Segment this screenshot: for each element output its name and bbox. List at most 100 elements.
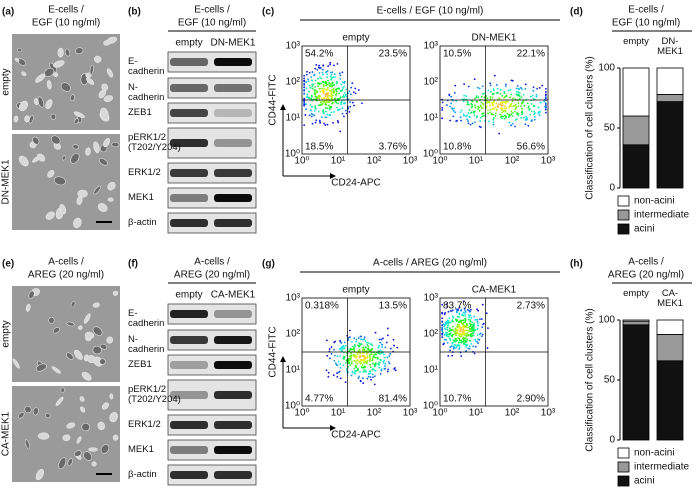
y-tick-label: 10⁰ [423, 149, 438, 160]
event-dot [336, 120, 339, 122]
event-dot [340, 346, 343, 349]
event-dot [515, 106, 517, 109]
event-dot [305, 108, 307, 110]
event-dot [326, 87, 329, 89]
chart-title: AREG (20 ng/ml) [608, 270, 684, 281]
blot-strip [167, 51, 257, 73]
cell [101, 402, 110, 410]
event-dot [330, 99, 332, 102]
legend-swatch [617, 209, 630, 221]
axis-arrow [282, 360, 332, 429]
event-dot [474, 329, 477, 331]
panel-title: EGF (10 ng/ml) [178, 18, 246, 29]
event-dot [441, 334, 444, 336]
event-dot [321, 100, 324, 103]
event-dot [307, 97, 310, 99]
event-dot [522, 99, 525, 102]
event-dot [325, 71, 327, 74]
cell [66, 422, 76, 429]
event-dot [345, 109, 347, 112]
cell [19, 100, 29, 112]
event-dot [315, 119, 318, 122]
event-dot [314, 95, 317, 98]
event-dot [510, 113, 513, 116]
event-dot [494, 74, 496, 77]
blot-strip [167, 187, 257, 209]
event-dot [448, 333, 451, 335]
event-dot [334, 340, 336, 343]
cell [79, 396, 85, 402]
event-dot [359, 370, 361, 373]
event-dot [321, 68, 324, 71]
micrograph [12, 286, 120, 382]
event-dot [393, 344, 395, 347]
event-dot [326, 70, 329, 72]
event-dot [481, 112, 483, 115]
event-dot [343, 347, 346, 350]
event-dot [333, 111, 335, 113]
event-dot [387, 368, 390, 371]
legend-label: acini [634, 476, 655, 487]
event-dot [343, 115, 345, 118]
event-dot [447, 335, 450, 338]
event-dot [307, 80, 310, 83]
event-dot [454, 337, 457, 340]
event-dot [303, 100, 306, 103]
event-dot [318, 64, 320, 67]
protein-label: β-actin [128, 217, 157, 228]
event-dot [455, 99, 458, 102]
event-dot [382, 361, 385, 364]
event-dot [316, 68, 319, 71]
cell [85, 147, 91, 156]
event-dot [515, 90, 518, 93]
event-dot [463, 307, 466, 310]
event-dot [472, 334, 475, 337]
event-dot [464, 339, 467, 342]
event-dot [492, 88, 495, 91]
protein-label: MEK1 [128, 444, 154, 455]
y-tick-label: 50 [604, 375, 616, 386]
event-dot [379, 372, 382, 375]
protein-label: ZEB1 [128, 359, 152, 370]
event-dot [518, 98, 521, 100]
event-dot [509, 89, 512, 91]
event-dot [309, 86, 312, 89]
event-dot [537, 112, 540, 115]
event-dot [327, 98, 330, 100]
y-tick-label: 10³ [424, 41, 439, 52]
panel-label: (d) [570, 7, 583, 18]
cell [107, 181, 116, 191]
cell [51, 135, 61, 145]
blot-band [170, 219, 208, 227]
event-dot [321, 71, 324, 74]
quadrant-percent: 10.8% [443, 142, 471, 153]
event-dot [451, 309, 454, 312]
event-dot [508, 104, 511, 107]
event-dot [516, 113, 518, 116]
event-dot [520, 116, 522, 119]
event-dot [317, 110, 320, 113]
event-dot [461, 319, 463, 322]
event-dot [311, 122, 314, 125]
event-dot [336, 106, 338, 109]
event-dot [331, 82, 334, 85]
event-dot [495, 102, 498, 105]
event-dot [303, 77, 306, 80]
event-dot [386, 370, 389, 373]
x-tick-label: 10⁰ [294, 156, 309, 167]
event-dot [541, 84, 544, 87]
event-dot [517, 102, 520, 104]
event-dot [372, 356, 375, 359]
event-dot [467, 347, 470, 350]
cell [67, 458, 73, 466]
event-dot [307, 78, 309, 81]
event-dot [462, 342, 465, 345]
event-dot [319, 87, 322, 90]
event-dot [364, 369, 366, 372]
y-tick-label: 10² [424, 77, 439, 88]
event-dot [457, 324, 460, 327]
event-dot [477, 309, 480, 312]
blot-band [214, 446, 252, 454]
cell [66, 321, 75, 327]
event-dot [521, 112, 524, 114]
